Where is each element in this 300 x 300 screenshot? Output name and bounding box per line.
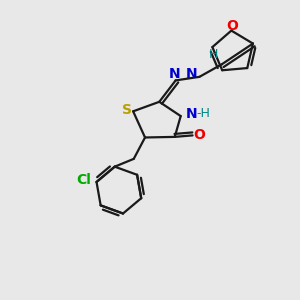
Text: H: H xyxy=(209,48,218,61)
Text: O: O xyxy=(226,19,238,33)
Text: N: N xyxy=(169,67,181,81)
Text: Cl: Cl xyxy=(76,173,92,188)
Text: N: N xyxy=(185,107,197,121)
Text: S: S xyxy=(122,103,132,117)
Text: N: N xyxy=(186,67,198,81)
Text: O: O xyxy=(193,128,205,142)
Text: -H: -H xyxy=(196,107,210,120)
